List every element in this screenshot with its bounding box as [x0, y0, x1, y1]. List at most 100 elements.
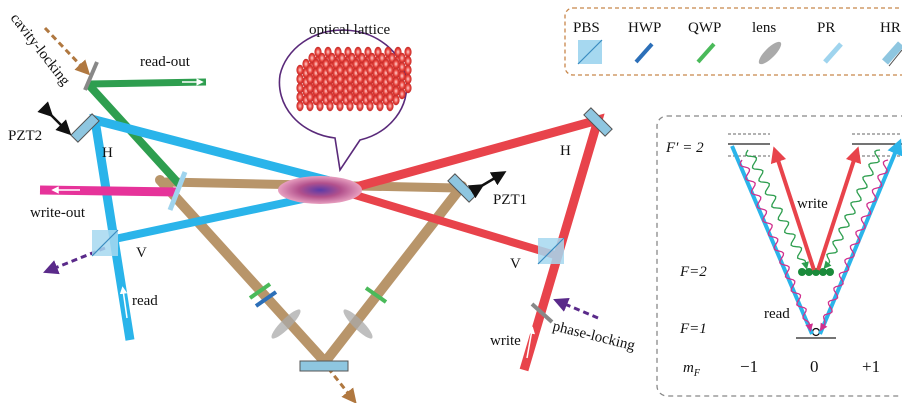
phase-locking-pr	[530, 302, 554, 324]
lattice-site	[404, 55, 412, 67]
f-prime-label: F′ = 2	[665, 140, 704, 156]
lattice-site	[386, 100, 394, 112]
wavy-green-right	[823, 149, 881, 269]
lattice-site	[392, 94, 400, 106]
lattice-site	[356, 82, 364, 94]
lattice-site	[326, 91, 334, 103]
write-level-label: write	[797, 196, 828, 212]
lattice-site	[386, 82, 394, 94]
write-beam-arrow	[526, 326, 536, 359]
h-left-label: H	[102, 145, 113, 161]
lattice-site	[326, 100, 334, 112]
lattice-site	[366, 73, 374, 85]
wavy-mag-left	[739, 159, 814, 332]
lattice-site	[398, 52, 406, 64]
bottom-mirror	[299, 360, 349, 372]
right-qwp	[364, 286, 388, 304]
lattice-site	[392, 67, 400, 79]
wavy-mag-right	[819, 159, 889, 332]
lattice-site	[356, 91, 364, 103]
lattice-site	[356, 64, 364, 76]
lattice-site	[306, 82, 314, 94]
h-right-label: H	[560, 143, 571, 159]
lattice-site	[404, 64, 412, 76]
lattice-site	[376, 100, 384, 112]
pzt1-arrow	[467, 171, 507, 199]
lattice-site	[316, 64, 324, 76]
read-out-label: read-out	[140, 54, 191, 70]
lattice-site	[336, 73, 344, 85]
lattice-site	[316, 73, 324, 85]
lattice-site	[316, 91, 324, 103]
legend-pr-label: PR	[817, 20, 835, 36]
lattice-site	[326, 82, 334, 94]
lattice-site	[392, 76, 400, 88]
pzt1-label: PZT1	[493, 192, 527, 208]
legend-lens-label: lens	[752, 20, 776, 36]
lattice-site	[316, 82, 324, 94]
write-out-label: write-out	[30, 205, 86, 221]
v-right-label: V	[510, 256, 521, 272]
lattice-site	[326, 64, 334, 76]
lattice-site	[376, 73, 384, 85]
lattice-site	[356, 73, 364, 85]
right-pbs	[537, 237, 565, 265]
lattice-site	[296, 82, 304, 94]
ground-atom	[811, 327, 821, 337]
f2-atom-cluster	[798, 268, 834, 276]
lattice-site	[296, 100, 304, 112]
legend-hwp-label: HWP	[628, 20, 661, 36]
lattice-site	[386, 73, 394, 85]
lattice-site	[336, 100, 344, 112]
lattice-site	[404, 73, 412, 85]
lattice-site	[306, 91, 314, 103]
lattice-site	[398, 88, 406, 100]
writeout-pr	[167, 171, 188, 211]
lattice-site	[306, 100, 314, 112]
lattice-site	[326, 73, 334, 85]
lattice-site	[386, 91, 394, 103]
left-hwp	[254, 290, 278, 308]
lattice-site	[366, 91, 374, 103]
optical-lattice-label: optical lattice	[309, 22, 391, 38]
f1-label: F=1	[679, 321, 707, 337]
lattice-site	[386, 64, 394, 76]
pzt2-label: PZT2	[8, 128, 42, 144]
lattice-site	[306, 64, 314, 76]
lattice-site	[392, 85, 400, 97]
write-transition-left	[770, 146, 816, 271]
f2-label: F=2	[679, 264, 707, 280]
cavity-locking-pr	[83, 61, 99, 91]
mf-label: mF	[683, 360, 701, 379]
locking-exit-arrow	[326, 367, 357, 403]
hwp-icon	[634, 42, 654, 64]
v-left-label: V	[136, 245, 147, 261]
qwp-icon	[696, 42, 716, 64]
legend-qwp-label: QWP	[688, 20, 721, 36]
phase-locking-arrow	[553, 297, 599, 320]
read-label: read	[132, 293, 158, 309]
lattice-site	[398, 70, 406, 82]
phase-locking-label: phase-locking	[551, 318, 637, 354]
lattice-site	[404, 82, 412, 94]
pzt2-mirror	[70, 113, 100, 143]
pzt2-arrow	[37, 101, 72, 136]
right-top-mirror	[583, 107, 613, 137]
lattice-site	[356, 100, 364, 112]
lattice-site	[346, 73, 354, 85]
lattice-site	[376, 91, 384, 103]
mf-plus-one: +1	[862, 357, 880, 376]
lattice-site	[346, 91, 354, 103]
lens-icon	[758, 41, 782, 65]
lattice-blobs	[296, 46, 412, 112]
lattice-site	[336, 91, 344, 103]
optics	[37, 61, 613, 372]
lattice-site	[404, 46, 412, 58]
pbs-icon	[577, 39, 603, 65]
lattice-site	[306, 73, 314, 85]
write-label: write	[490, 333, 521, 349]
cavity-locking-label: cavity-locking	[7, 11, 73, 90]
read-transition-left	[730, 145, 814, 335]
legend-pbs-label: PBS	[573, 20, 600, 36]
